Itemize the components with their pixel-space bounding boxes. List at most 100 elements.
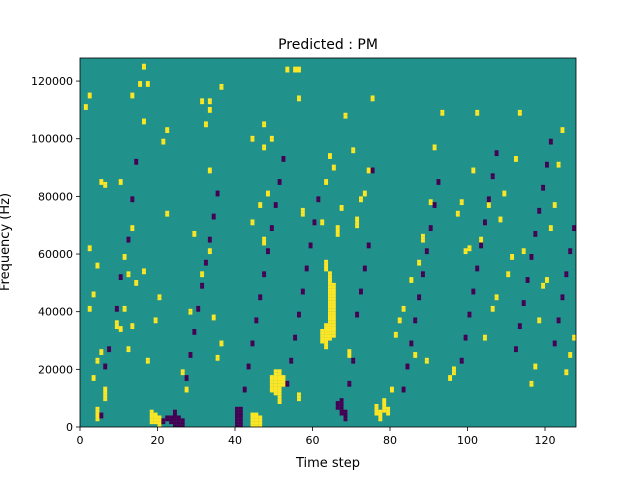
heatmap-cell-high	[355, 222, 360, 226]
heatmap-cell-high	[273, 372, 278, 376]
heatmap-cell-low	[413, 317, 418, 321]
heatmap-cell-high	[455, 210, 460, 214]
heatmap-cell-high	[300, 210, 305, 214]
heatmap-cell-high	[142, 63, 146, 67]
heatmap-cell-low	[238, 406, 243, 410]
heatmap-cell-high	[463, 251, 468, 255]
heatmap-cell-high	[95, 360, 100, 364]
heatmap-cell-high	[269, 138, 274, 142]
heatmap-cell-low	[103, 366, 108, 370]
heatmap-cell-high	[393, 331, 398, 335]
heatmap-cell-high	[277, 380, 282, 384]
heatmap-cell-high	[328, 328, 332, 332]
y-axis-label: Frequency (Hz)	[0, 193, 13, 291]
heatmap-cell-low	[173, 409, 177, 413]
heatmap-cell-low	[421, 271, 425, 275]
heatmap-cell-high	[335, 228, 340, 232]
heatmap-cell-low	[118, 274, 123, 278]
heatmap-cell-low	[114, 308, 119, 312]
heatmap-cell-low	[572, 228, 577, 232]
heatmap-cell-high	[134, 279, 139, 283]
heatmap-cell-low	[486, 199, 491, 203]
heatmap-cell-low	[169, 418, 174, 422]
heatmap-cell-high	[161, 138, 166, 142]
heatmap-cell-high	[556, 161, 561, 165]
heatmap-cell-high	[459, 202, 464, 206]
heatmap-cell-high	[87, 305, 92, 309]
heatmap-cell-high	[331, 308, 336, 312]
heatmap-cell-high	[328, 326, 332, 330]
heatmap-cell-low	[273, 202, 278, 206]
heatmap-background	[80, 58, 576, 427]
heatmap-cell-high	[490, 305, 495, 309]
heatmap-cell-high	[343, 112, 348, 116]
heatmap-cell-low	[343, 409, 348, 413]
heatmap-cell-low	[300, 288, 305, 292]
heatmap-cell-high	[355, 225, 360, 229]
heatmap-cell-high	[331, 331, 336, 335]
heatmap-cell-high	[421, 239, 425, 243]
heatmap-cell-high	[475, 112, 480, 116]
heatmap-cell-high	[386, 406, 391, 410]
heatmap-cell-high	[421, 236, 425, 240]
heatmap-cell-high	[331, 291, 336, 295]
heatmap-cell-high	[114, 323, 119, 327]
heatmap-cell-high	[390, 386, 394, 390]
heatmap-cell-high	[297, 392, 301, 396]
heatmap-cell-high	[204, 121, 208, 125]
heatmap-cell-low	[413, 320, 418, 324]
heatmap-cell-low	[366, 242, 371, 246]
heatmap-cell-high	[572, 337, 577, 341]
heatmap-cell-high	[331, 167, 336, 171]
heatmap-cell-high	[347, 352, 352, 355]
heatmap-cell-high	[277, 392, 282, 396]
heatmap-cell-low	[308, 242, 313, 246]
heatmap-cell-high	[188, 311, 193, 315]
heatmap-cell-high	[95, 418, 100, 422]
heatmap-cell-low	[351, 360, 356, 364]
y-tick-label: 80000	[38, 190, 73, 203]
heatmap-cell-high	[382, 406, 387, 410]
heatmap-cell-high	[417, 262, 422, 266]
heatmap-cell-high	[541, 285, 546, 289]
heatmap-cell-high	[207, 107, 212, 110]
heatmap-cell-high	[250, 415, 255, 419]
heatmap-cell-high	[417, 259, 422, 263]
heatmap-cell-high	[541, 282, 546, 286]
heatmap-cell-high	[328, 308, 332, 312]
heatmap-cell-low	[254, 317, 259, 321]
heatmap-cell-high	[517, 112, 522, 116]
heatmap-cell-high	[331, 282, 336, 286]
heatmap-cell-low	[173, 412, 177, 416]
heatmap-cell-high	[269, 386, 274, 390]
heatmap-cell-low	[161, 418, 166, 422]
heatmap-cell-high	[378, 418, 383, 422]
heatmap-cell-high	[126, 346, 131, 350]
heatmap-cell-high	[142, 66, 146, 70]
heatmap-cell-low	[238, 421, 243, 425]
heatmap-cell-low	[362, 268, 367, 272]
heatmap-cell-high	[215, 354, 220, 358]
heatmap-cell-low	[459, 360, 464, 364]
heatmap-cell-low	[130, 196, 135, 200]
heatmap-cell-low	[196, 308, 201, 312]
heatmap-cell-high	[262, 124, 267, 128]
heatmap-cell-high	[122, 305, 127, 309]
heatmap-cell-high	[483, 334, 487, 338]
heatmap-cell-low	[188, 354, 193, 358]
heatmap-cell-high	[258, 418, 263, 422]
x-tick-label: 120	[535, 434, 556, 447]
heatmap-cell-high	[514, 156, 518, 159]
heatmap-cell-low	[432, 202, 437, 206]
heatmap-cell-high	[273, 392, 278, 396]
heatmap-cell-low	[339, 409, 344, 413]
heatmap-cell-high	[564, 369, 569, 373]
heatmap-cell-high	[320, 340, 325, 344]
heatmap-cell-high	[324, 328, 329, 332]
heatmap-cell-high	[331, 311, 336, 315]
heatmap-cell-low	[188, 352, 193, 355]
y-tick-label: 120000	[31, 75, 73, 88]
heatmap-cell-high	[331, 314, 336, 318]
heatmap-cell-high	[250, 424, 255, 428]
heatmap-cell-high	[479, 239, 484, 243]
